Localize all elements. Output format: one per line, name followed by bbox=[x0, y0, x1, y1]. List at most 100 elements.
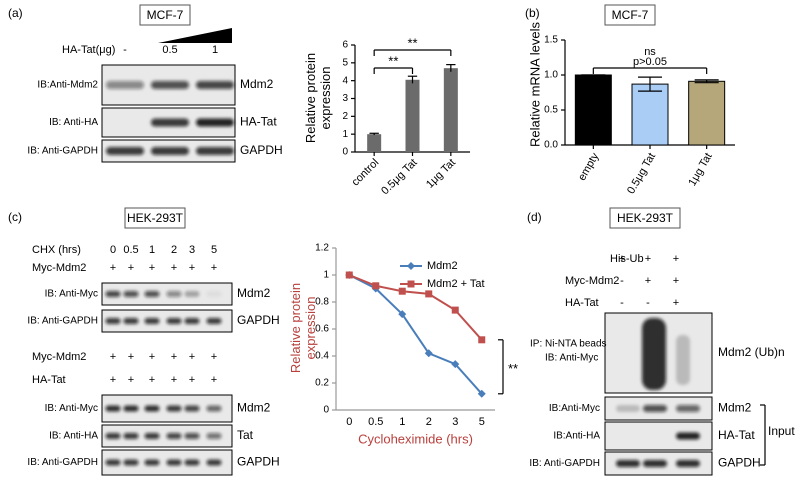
band bbox=[144, 433, 160, 439]
point bbox=[451, 360, 460, 369]
condition-name: His-Ub bbox=[610, 253, 644, 265]
dose: - bbox=[123, 44, 127, 56]
condition-sign: + bbox=[171, 374, 177, 386]
label: CHX (hrs) bbox=[32, 244, 81, 256]
band bbox=[123, 405, 139, 412]
input-label: Input bbox=[768, 424, 795, 438]
band bbox=[123, 433, 139, 439]
cell-line: HEK-293T bbox=[617, 211, 674, 225]
protein-label: GAPDH bbox=[237, 455, 280, 469]
condition-sign: + bbox=[149, 374, 155, 386]
panel-label: (b) bbox=[525, 6, 540, 20]
band bbox=[166, 291, 182, 297]
condition-sign: + bbox=[189, 351, 195, 363]
antibody-label: IB: Anti-GAPDH bbox=[27, 316, 98, 327]
antibody-label: IB: Anti-HA bbox=[49, 117, 98, 128]
cell-line-box bbox=[139, 4, 191, 26]
condition-name: HA-Tat bbox=[565, 297, 599, 309]
protein-label: Mdm2 bbox=[240, 77, 274, 91]
smear bbox=[642, 318, 666, 390]
panel-label: (d) bbox=[527, 210, 542, 224]
band bbox=[184, 459, 200, 466]
x-axis-label: Cycloheximide (hrs) bbox=[358, 431, 473, 446]
point bbox=[477, 389, 486, 398]
band bbox=[206, 405, 222, 412]
band bbox=[206, 291, 222, 297]
protein-label: GAPDH bbox=[237, 313, 280, 327]
antibody-label: IB:Anti-Myc bbox=[549, 403, 600, 414]
protein-label: Mdm2 bbox=[237, 401, 271, 415]
band bbox=[676, 432, 700, 440]
point bbox=[345, 271, 353, 279]
protein-label: Mdm2 bbox=[237, 286, 271, 300]
band bbox=[676, 405, 700, 412]
point bbox=[425, 290, 433, 298]
antibody-label: IB: Anti-Myc bbox=[545, 353, 598, 364]
time: 3 bbox=[189, 244, 195, 256]
antibody-label: IP: Ni-NTA beads bbox=[530, 339, 607, 350]
band bbox=[151, 118, 189, 127]
condition-sign: + bbox=[619, 253, 625, 265]
y-tick-label: 1 bbox=[342, 129, 348, 140]
antibody-label: IB: Anti-GAPDH bbox=[529, 458, 600, 469]
band bbox=[184, 291, 200, 297]
point bbox=[372, 282, 380, 290]
condition-sign: + bbox=[128, 374, 134, 386]
panel-label: (c) bbox=[8, 210, 22, 224]
protein-label: Mdm2 bbox=[718, 401, 752, 415]
x-tick-label: 0.5μg Tat bbox=[379, 157, 420, 198]
band bbox=[105, 291, 121, 297]
band bbox=[184, 405, 200, 412]
x-tick-label: 0 bbox=[346, 416, 352, 428]
y-tick-label: 5 bbox=[342, 57, 348, 68]
x-tick-label: 1μg Tat bbox=[686, 151, 714, 188]
protein-label: HA-Tat bbox=[718, 428, 755, 442]
condition-name: Myc-Mdm2 bbox=[32, 351, 86, 363]
condition-sign: + bbox=[673, 275, 679, 287]
condition-sign: + bbox=[211, 351, 217, 363]
band bbox=[105, 318, 121, 324]
y-tick-label: 2 bbox=[342, 111, 348, 122]
time: 0.5 bbox=[123, 244, 138, 256]
condition-sign: + bbox=[110, 351, 116, 363]
time: 5 bbox=[211, 244, 217, 256]
x-tick-label: 2 bbox=[426, 416, 432, 428]
band bbox=[643, 460, 667, 467]
protein-label: HA-Tat bbox=[240, 115, 277, 129]
series-line bbox=[348, 274, 483, 395]
y-tick-label: 0.0 bbox=[544, 140, 558, 151]
significance: ** bbox=[508, 361, 518, 376]
bar bbox=[688, 80, 726, 146]
condition-sign: + bbox=[171, 262, 177, 274]
significance: ** bbox=[388, 53, 398, 68]
x-tick-label: 0.5 bbox=[368, 416, 383, 428]
antibody-label: IB: Anti-GAPDH bbox=[27, 457, 98, 468]
condition-name: HA-Tat bbox=[32, 374, 66, 386]
cell-line: MCF-7 bbox=[612, 8, 649, 22]
y-axis-label: Relative protein expression bbox=[303, 52, 333, 144]
band bbox=[151, 81, 189, 89]
band bbox=[184, 318, 200, 324]
y-tick-label: 0.4 bbox=[315, 351, 329, 362]
x-tick-label: 0.5μg Tat bbox=[625, 151, 658, 196]
condition-sign: + bbox=[211, 374, 217, 386]
y-tick-label: 1 bbox=[323, 270, 329, 281]
time: 0 bbox=[110, 244, 116, 256]
panel-label: (a) bbox=[8, 6, 23, 20]
cell-line: HEK-293T bbox=[127, 211, 184, 225]
time: 2 bbox=[171, 244, 177, 256]
legend-label: Mdm2 bbox=[427, 260, 458, 272]
bar bbox=[631, 83, 669, 146]
protein-label: Mdm2 (Ub)n bbox=[718, 345, 785, 359]
condition-sign: + bbox=[189, 374, 195, 386]
y-tick-label: 0.6 bbox=[315, 324, 329, 335]
cell-line-box bbox=[604, 4, 656, 26]
band bbox=[106, 81, 144, 89]
protein-label: GAPDH bbox=[718, 456, 761, 470]
point bbox=[407, 262, 415, 270]
band bbox=[144, 459, 160, 466]
x-tick-label: 3 bbox=[452, 416, 458, 428]
time: 1 bbox=[149, 244, 155, 256]
antibody-label: IB: Anti-GAPDH bbox=[27, 146, 98, 157]
